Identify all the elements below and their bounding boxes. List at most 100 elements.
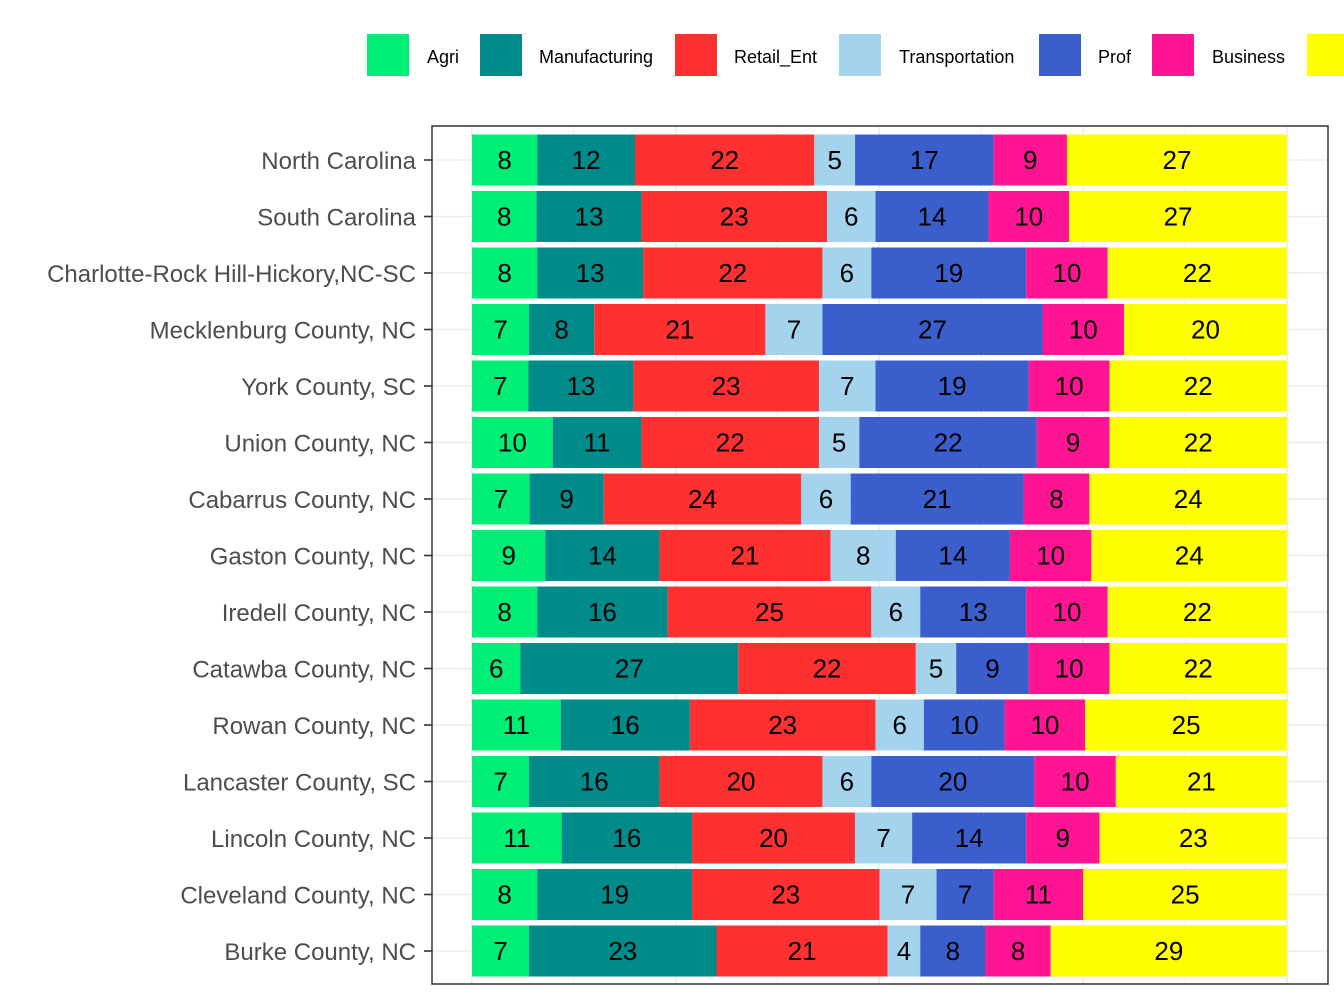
bar-value-label: 27 — [1163, 145, 1192, 175]
bar-value-label: 6 — [819, 484, 833, 514]
bar-value-label: 8 — [497, 258, 511, 288]
bar-transportation-york-county-sc — [818, 360, 876, 412]
bar-segment-7-north-carolina — [1066, 134, 1287, 186]
bar-prof-lancaster-county-sc — [871, 756, 1035, 807]
bar-value-label: 4 — [897, 936, 911, 966]
bar-value-label: 13 — [575, 202, 604, 232]
bar-value-label: 16 — [612, 823, 641, 853]
bar-prof-cleveland-county-nc — [936, 869, 994, 920]
bar-retail-ent-york-county-sc — [633, 360, 819, 412]
bar-value-label: 7 — [901, 880, 915, 910]
bar-value-label: 8 — [497, 145, 511, 175]
bar-agri-union-county-nc — [472, 417, 553, 468]
bar-value-label: 16 — [580, 767, 609, 797]
bar-value-label: 22 — [1184, 654, 1213, 684]
bar-business-gaston-county-nc — [1009, 530, 1092, 581]
y-tick-label: Iredell County, NC — [222, 600, 416, 627]
bar-agri-rowan-county-nc — [472, 699, 561, 751]
bar-transportation-lincoln-county-nc — [855, 812, 913, 864]
bar-value-label: 22 — [1184, 371, 1213, 401]
bar-retail-ent-cleveland-county-nc — [692, 869, 880, 920]
bar-value-label: 7 — [493, 936, 507, 966]
bar-business-rowan-county-nc — [1004, 699, 1086, 751]
bar-segment-7-mecklenburg-county-nc — [1124, 304, 1287, 355]
bar-value-label: 27 — [918, 315, 947, 345]
bar-value-label: 10 — [498, 428, 527, 458]
bar-value-label: 9 — [501, 541, 515, 571]
bar-business-catawba-county-nc — [1028, 643, 1110, 694]
bar-transportation-gaston-county-nc — [830, 530, 896, 581]
bar-transportation-cabarrus-county-nc — [801, 473, 851, 525]
y-tick-label: Charlotte-Rock Hill-Hickory,NC-SC — [47, 261, 416, 288]
bar-agri-lincoln-county-nc — [472, 812, 562, 864]
bar-retail-ent-lancaster-county-sc — [659, 756, 823, 807]
bar-value-label: 11 — [503, 823, 530, 853]
bar-value-label: 10 — [1014, 202, 1043, 232]
bar-manufacturing-lancaster-county-sc — [529, 756, 660, 807]
bar-value-label: 11 — [503, 710, 530, 740]
bar-value-label: 14 — [955, 823, 984, 853]
bar-agri-south-carolina — [472, 191, 537, 242]
bar-business-iredell-county-nc — [1026, 586, 1108, 638]
bar-value-label: 10 — [1069, 315, 1098, 345]
bar-value-label: 19 — [938, 371, 967, 401]
legend-key-agri — [367, 34, 409, 76]
bar-segment-7-burke-county-nc — [1050, 925, 1287, 977]
bar-value-label: 5 — [929, 654, 943, 684]
legend-key-segment-7 — [1307, 34, 1344, 76]
bar-value-label: 7 — [787, 315, 801, 345]
bar-business-cabarrus-county-nc — [1023, 473, 1090, 525]
legend-label: Manufacturing — [539, 47, 653, 67]
bar-value-label: 5 — [827, 145, 841, 175]
bar-segment-7-rowan-county-nc — [1085, 699, 1287, 751]
bar-agri-iredell-county-nc — [472, 586, 538, 638]
bar-value-label: 5 — [832, 428, 846, 458]
bar-value-label: 8 — [946, 936, 960, 966]
bar-value-label: 12 — [572, 145, 601, 175]
bar-agri-catawba-county-nc — [472, 643, 521, 694]
bar-value-label: 17 — [910, 145, 939, 175]
bar-value-label: 9 — [985, 654, 999, 684]
bar-value-label: 22 — [710, 145, 739, 175]
bar-business-mecklenburg-county-nc — [1042, 304, 1124, 355]
bar-value-label: 23 — [771, 880, 800, 910]
bar-value-label: 29 — [1154, 936, 1183, 966]
bar-segment-7-gaston-county-nc — [1091, 530, 1287, 581]
bar-transportation-lancaster-county-sc — [822, 756, 872, 807]
bar-manufacturing-burke-county-nc — [529, 925, 717, 977]
bar-segment-7-charlotte-rock-hill-hickory-nc-sc — [1107, 247, 1287, 299]
legend-label: Prof — [1098, 47, 1132, 67]
legend-label: Retail_Ent — [734, 47, 817, 68]
bar-retail-ent-south-carolina — [641, 191, 828, 242]
bar-retail-ent-rowan-county-nc — [689, 699, 876, 751]
bar-retail-ent-cabarrus-county-nc — [603, 473, 802, 525]
bar-retail-ent-charlotte-rock-hill-hickory-nc-sc — [643, 247, 823, 299]
bar-value-label: 24 — [688, 484, 717, 514]
bar-value-label: 25 — [1171, 880, 1200, 910]
y-tick-label: Cleveland County, NC — [180, 883, 416, 910]
bar-value-label: 19 — [600, 880, 629, 910]
y-tick-label: Cabarrus County, NC — [188, 487, 416, 514]
bar-segment-7-lincoln-county-nc — [1099, 812, 1287, 864]
bar-transportation-burke-county-nc — [887, 925, 921, 977]
bar-labels: 8 12 22 5 17 9 27 8 13 23 6 14 10 27 8 13 22 6 19 10 22 7 8 21 7… — [489, 145, 1220, 966]
bar-prof-union-county-nc — [859, 417, 1037, 468]
bar-prof-gaston-county-nc — [895, 530, 1010, 581]
bar-value-label: 23 — [608, 936, 637, 966]
bar-segment-7-iredell-county-nc — [1107, 586, 1287, 638]
bar-value-label: 6 — [892, 710, 906, 740]
bar-value-label: 10 — [1052, 597, 1081, 627]
bar-value-label: 6 — [489, 654, 503, 684]
bar-segment-7-south-carolina — [1069, 191, 1287, 242]
bar-transportation-union-county-nc — [818, 417, 860, 468]
bar-value-label: 22 — [1183, 597, 1212, 627]
bar-agri-mecklenburg-county-nc — [472, 304, 530, 355]
bar-value-label: 21 — [1187, 767, 1216, 797]
bar-manufacturing-york-county-sc — [528, 360, 634, 412]
bar-manufacturing-rowan-county-nc — [560, 699, 690, 751]
bar-value-label: 6 — [840, 258, 854, 288]
bar-prof-iredell-county-nc — [920, 586, 1027, 638]
legend: Agri Manufacturing Retail_Ent Transportatio… — [367, 34, 1344, 76]
bar-agri-gaston-county-nc — [472, 530, 546, 581]
bar-business-union-county-nc — [1036, 417, 1110, 468]
